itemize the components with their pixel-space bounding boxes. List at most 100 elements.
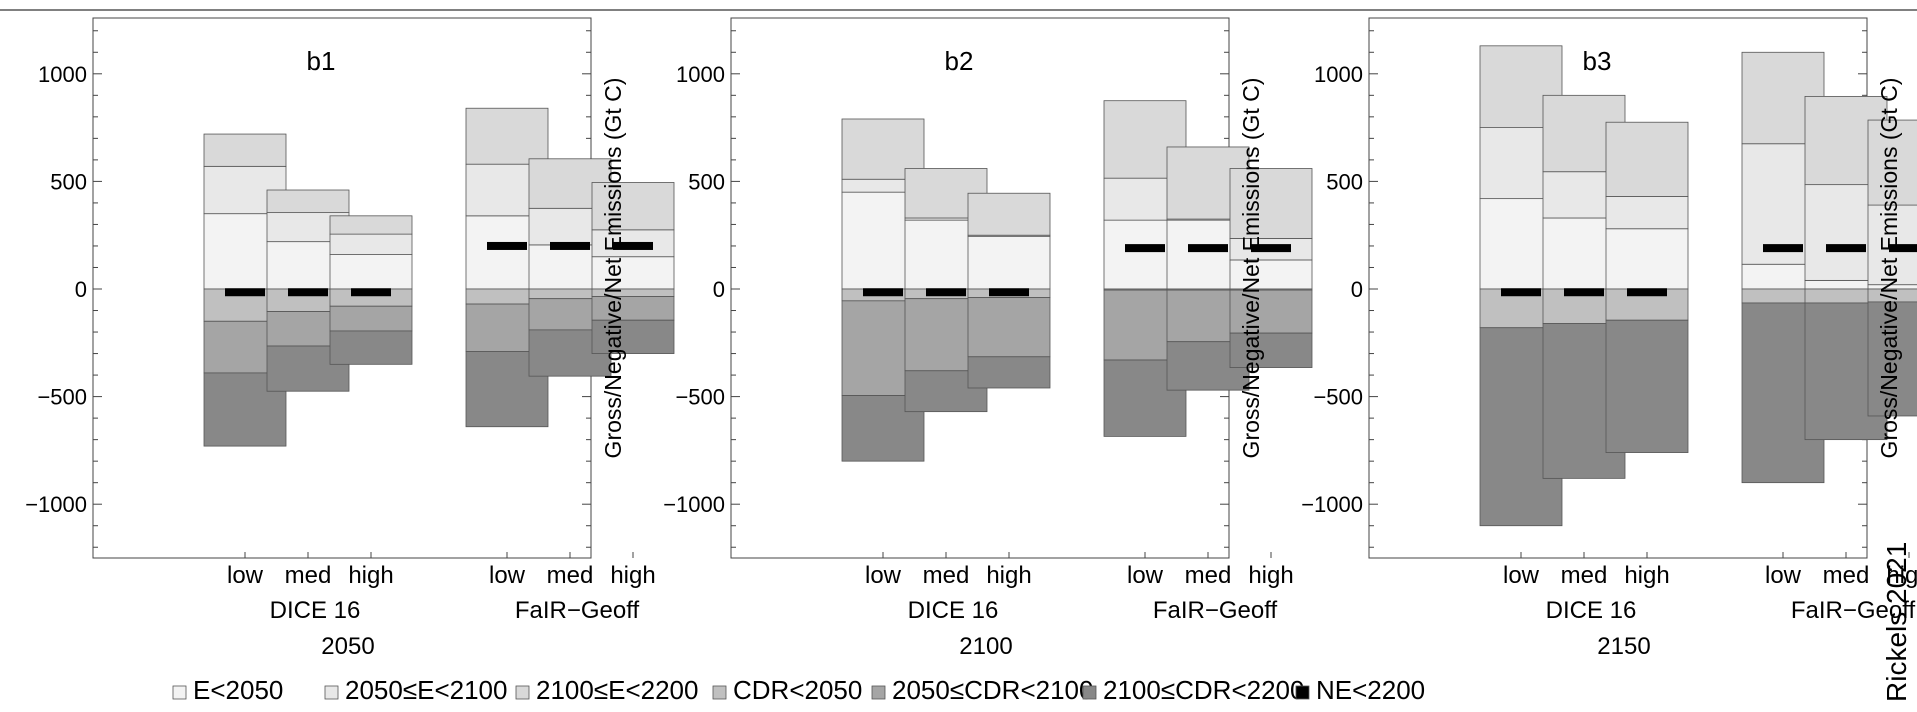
x-group-label: DICE 16 [1546, 597, 1637, 624]
y-tick-label: −1000 [1301, 492, 1363, 517]
bar-segment [1867, 301, 1917, 417]
net-emissions-marker [1763, 244, 1803, 253]
x-category-label: high [986, 562, 1031, 589]
y-tick-label: −1000 [663, 492, 725, 517]
x-category-label: low [1765, 562, 1802, 589]
net-emissions-marker [1251, 244, 1291, 253]
bar-segment [591, 182, 675, 231]
net-emissions-marker [613, 241, 653, 250]
y-tick-label: 0 [713, 277, 725, 302]
bar-segment [1229, 289, 1313, 334]
bar-segment [465, 107, 549, 165]
net-emissions-marker [1627, 288, 1667, 297]
bar-segment [1229, 168, 1313, 239]
y-tick-label: 1000 [1314, 62, 1363, 87]
legend-swatch [1082, 685, 1097, 700]
net-emissions-marker [288, 288, 328, 297]
panel-b3: −1000−50005001000b3lowmedhighlowmedhighD… [1301, 17, 1917, 660]
y-axis-label: Gross/Negative/Net Emissions (Gt C) [1876, 78, 1902, 459]
x-group-label: DICE 16 [908, 597, 999, 624]
panel-title: b2 [945, 46, 974, 76]
bar-segment [591, 319, 675, 354]
x-category-label: high [610, 562, 655, 589]
y-tick-label: −500 [675, 385, 725, 410]
x-category-label: low [489, 562, 526, 589]
bar-segment [203, 133, 287, 167]
x-category-label: low [227, 562, 264, 589]
legend-label: 2100≤CDR<2200 [1103, 675, 1304, 705]
x-category-label: med [1561, 562, 1608, 589]
x-category-label: high [1886, 562, 1917, 589]
net-emissions-marker [1501, 288, 1541, 297]
net-emissions-marker [926, 288, 966, 297]
y-axis-label: Gross/Negative/Net Emissions (Gt C) [600, 78, 626, 459]
x-category-label: high [1248, 562, 1293, 589]
bar-segment [967, 356, 1051, 389]
net-emissions-marker [351, 288, 391, 297]
net-emissions-marker [487, 241, 527, 250]
x-category-label: med [1823, 562, 1870, 589]
x-category-label: med [1185, 562, 1232, 589]
net-emissions-marker [1188, 244, 1228, 253]
legend-swatch [324, 685, 339, 700]
x-group-label: FaIR−Geoff [1153, 597, 1278, 624]
legend-item: 2100≤E<2200 [515, 675, 698, 705]
x-category-label: low [1503, 562, 1540, 589]
y-tick-label: 0 [1351, 277, 1363, 302]
legend-label: CDR<2050 [733, 675, 862, 705]
legend-item: 2050≤E<2100 [324, 675, 507, 705]
bar-FaIR−Geoff-high [591, 182, 675, 354]
legend-item: 2100≤CDR<2200 [1082, 675, 1304, 705]
legend-label: 2050≤CDR<2100 [892, 675, 1093, 705]
bar-DICE 16-high [967, 192, 1051, 389]
net-emissions-marker [1125, 244, 1165, 253]
legend-item: E<2050 [172, 675, 283, 705]
bar-segment [967, 235, 1051, 290]
y-tick-label: 500 [50, 169, 87, 194]
net-emissions-marker [989, 288, 1029, 297]
bar-DICE 16-high [329, 215, 413, 365]
legend-label: 2100≤E<2200 [536, 675, 698, 705]
bar-FaIR−Geoff-high [1229, 168, 1313, 368]
legend-label: E<2050 [193, 675, 283, 705]
y-tick-label: 500 [1326, 169, 1363, 194]
legend-label: NE<2200 [1316, 675, 1425, 705]
x-axis-year-label: 2150 [1597, 633, 1650, 660]
y-tick-label: −500 [37, 385, 87, 410]
x-axis-year-label: 2050 [321, 633, 374, 660]
panel-title: b1 [307, 46, 336, 76]
bar-segment [329, 215, 413, 235]
legend-item: CDR<2050 [712, 675, 862, 705]
x-category-label: low [1127, 562, 1164, 589]
y-tick-label: 1000 [676, 62, 725, 87]
net-emissions-marker [225, 288, 265, 297]
legend-label: 2050≤E<2100 [345, 675, 507, 705]
bar-DICE 16-high [1605, 121, 1689, 453]
bar-segment [1867, 119, 1917, 206]
x-group-label: FaIR−Geoff [1791, 597, 1916, 624]
x-group-label: DICE 16 [270, 597, 361, 624]
x-category-label: high [348, 562, 393, 589]
panel-title: b3 [1583, 46, 1612, 76]
bar-segment [1229, 332, 1313, 368]
x-category-label: low [865, 562, 902, 589]
legend: E<2050 2050≤E<2100 2100≤E<2200 CDR<2050 2050… [172, 675, 1425, 705]
x-category-label: high [1624, 562, 1669, 589]
x-group-label: FaIR−Geoff [515, 597, 640, 624]
legend-swatch [1295, 685, 1310, 700]
bar-segment [329, 330, 413, 365]
y-tick-label: 0 [75, 277, 87, 302]
net-emissions-marker [863, 288, 903, 297]
bar-segment [967, 297, 1051, 358]
bar-segment [329, 254, 413, 290]
bar-segment [266, 189, 350, 214]
y-tick-label: 1000 [38, 62, 87, 87]
net-emissions-marker [1889, 244, 1917, 253]
bar-segment [1605, 319, 1689, 453]
bar-segment [591, 256, 675, 290]
bar-segment [967, 192, 1051, 236]
